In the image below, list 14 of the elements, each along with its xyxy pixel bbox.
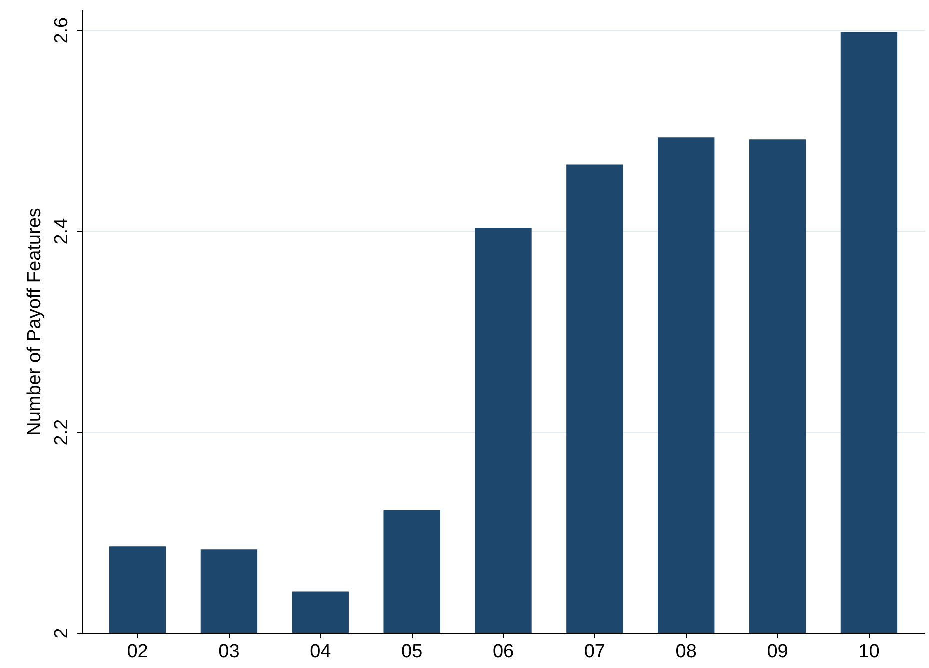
x-tick-label: 09 bbox=[767, 642, 788, 662]
y-tick-label: 2.4 bbox=[52, 218, 72, 245]
x-tick-label: 08 bbox=[676, 642, 697, 662]
x-tick-label: 10 bbox=[858, 642, 880, 662]
x-tick-label: 06 bbox=[492, 642, 514, 662]
y-tick-label: 2.2 bbox=[52, 419, 72, 446]
y-tick-label: 2.6 bbox=[52, 17, 72, 44]
x-tick-label: 05 bbox=[402, 642, 423, 662]
y-axis-title: Number of Payoff Features bbox=[24, 208, 46, 436]
x-tick-label: 02 bbox=[127, 642, 148, 662]
x-tick-label: 03 bbox=[218, 642, 240, 662]
y-tick-label: 2 bbox=[52, 628, 72, 639]
x-tick-label: 07 bbox=[584, 642, 606, 662]
x-tick-label: 04 bbox=[310, 642, 332, 662]
